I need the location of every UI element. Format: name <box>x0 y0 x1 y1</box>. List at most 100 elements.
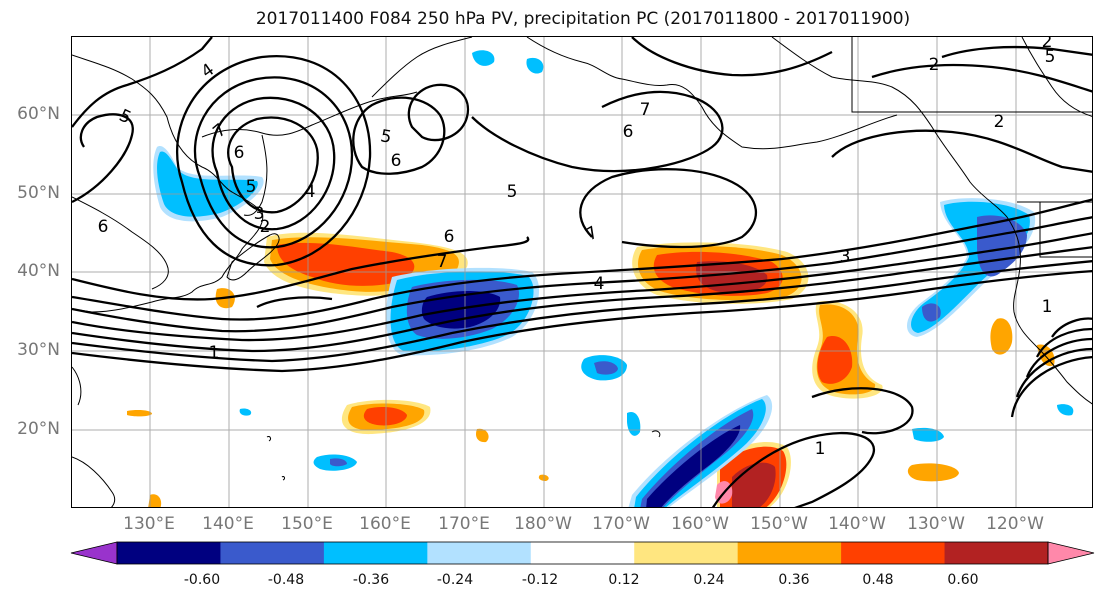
contour-label: 5 <box>379 126 393 148</box>
contour-line <box>193 76 354 249</box>
contour-label: 2 <box>994 112 1005 132</box>
coastline <box>281 475 286 481</box>
lat-tick-label: 40°N <box>17 261 60 281</box>
contour-label: 6 <box>623 122 634 142</box>
contour-label: 5 <box>507 182 518 202</box>
lon-tick-label: 120°W <box>986 514 1044 534</box>
contour-line <box>72 37 213 128</box>
coastline <box>243 134 268 216</box>
coastline <box>72 366 82 406</box>
colorbar-tick-label: -0.24 <box>436 572 474 588</box>
contour-label: 6 <box>391 151 402 171</box>
precip-area <box>817 336 853 384</box>
contour-label: 6 <box>98 217 109 237</box>
contour-line <box>72 246 1092 353</box>
precip-area <box>476 428 489 443</box>
colorbar-segment <box>634 542 739 564</box>
colorbar-segment <box>70 541 118 565</box>
contour-line <box>176 55 372 267</box>
coastline <box>72 196 169 290</box>
contour-label: 7 <box>209 120 230 142</box>
colorbar <box>70 541 1095 565</box>
precip-area <box>330 458 347 467</box>
contour-label: 7 <box>437 252 448 272</box>
colorbar-segment <box>737 542 842 564</box>
contour-line <box>831 129 1092 173</box>
precip-area <box>912 427 944 442</box>
contour-line <box>711 431 875 507</box>
coastline <box>1021 37 1092 117</box>
map-title: 2017011400 F084 250 hPa PV, precipitatio… <box>255 9 911 29</box>
colorbar-tick-label: 0.48 <box>862 572 894 588</box>
contour-line <box>471 90 724 173</box>
contour-line <box>352 96 446 175</box>
coastline <box>851 37 1092 113</box>
precip-area <box>157 151 258 217</box>
lon-tick-label: 160°W <box>671 514 729 534</box>
precip-area <box>421 291 501 329</box>
contour-line <box>72 236 530 301</box>
lon-tick-label: 150°W <box>750 514 808 534</box>
contour-label: 5 <box>246 177 257 197</box>
contour-line <box>811 387 914 435</box>
contour-line <box>1035 327 1092 358</box>
coastline <box>526 37 898 150</box>
colorbar-segment <box>944 542 1049 564</box>
contour-line <box>579 168 757 249</box>
precip-area <box>472 50 495 66</box>
precip-area <box>1057 404 1074 416</box>
colorbar-segment <box>1047 541 1095 565</box>
coastlines <box>72 37 1092 507</box>
precip-negative-shading <box>153 50 1074 507</box>
precip-area <box>127 410 152 417</box>
coastline <box>371 37 473 98</box>
contour-line <box>1025 337 1092 378</box>
coastline <box>72 456 116 507</box>
contour-line <box>72 198 1092 321</box>
precip-area <box>594 361 618 375</box>
lon-tick-label: 180°W <box>514 514 572 534</box>
colorbar-tick-label: 0.60 <box>947 572 979 588</box>
gridlines <box>72 37 1092 507</box>
lon-tick-label: 130°W <box>907 514 965 534</box>
contour-line <box>72 216 1092 333</box>
lon-tick-label: 140°W <box>828 514 886 534</box>
contour-label: 1 <box>815 439 826 459</box>
contour-line <box>871 63 1092 93</box>
contour-label: 1 <box>1042 297 1053 317</box>
contour-line <box>1015 347 1092 398</box>
lat-tick-label: 30°N <box>17 340 60 360</box>
contour-line <box>407 83 470 142</box>
coastline <box>266 436 271 442</box>
contour-line <box>72 260 1092 363</box>
contour-label: 4 <box>305 182 316 202</box>
lon-tick-label: 150°E <box>281 514 333 534</box>
contour-label: 7 <box>640 100 651 120</box>
colorbar-segment <box>323 542 428 564</box>
contour-label: 2 <box>1042 37 1053 52</box>
precip-area <box>627 411 641 436</box>
contour-label: 4 <box>198 60 218 83</box>
lat-tick-label: 50°N <box>17 183 60 203</box>
colorbar-tick-label: 0.12 <box>608 572 640 588</box>
coastline <box>1039 202 1092 258</box>
contour-line <box>631 37 833 77</box>
coastline <box>201 91 418 138</box>
contour-label: 2 <box>260 217 271 237</box>
colorbar-tick-label: 0.36 <box>778 572 810 588</box>
colorbar-segment <box>220 542 325 564</box>
precip-area <box>526 57 544 74</box>
precip-area <box>922 303 941 322</box>
contour-label: 6 <box>444 227 455 247</box>
contour-label: 3 <box>840 247 851 267</box>
precip-area <box>148 494 162 507</box>
colorbar-tick-label: -0.48 <box>267 572 305 588</box>
contour-line <box>72 113 134 204</box>
contour-line <box>211 96 336 231</box>
pv-contours <box>72 37 1092 507</box>
contour-label: 5 <box>1045 47 1056 67</box>
precip-area <box>363 407 407 426</box>
